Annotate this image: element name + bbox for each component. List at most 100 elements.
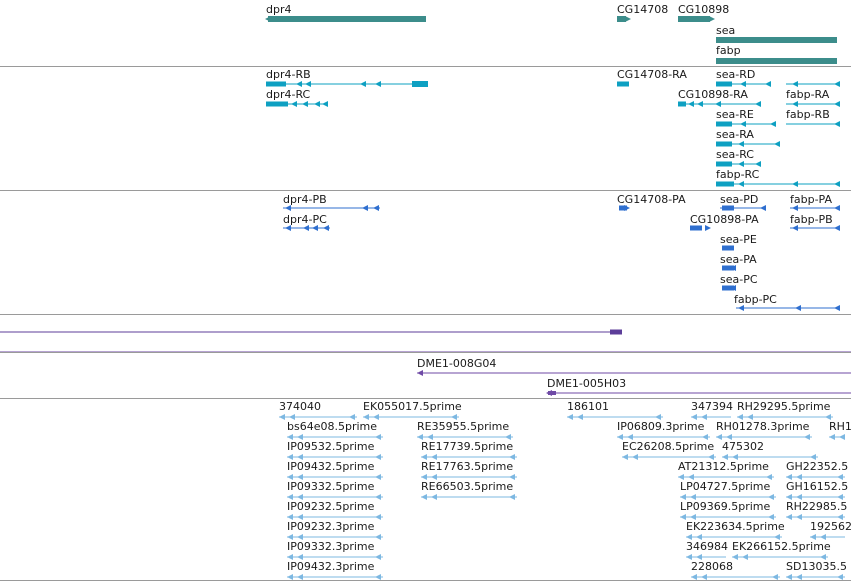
feature-label-ek266152-5prime[interactable]: EK266152.5prime [732,540,831,553]
feature-label-ip09232-3prime[interactable]: IP09232.3prime [287,520,375,533]
feature-label-cg14708-pa[interactable]: CG14708-PA [617,193,686,206]
exon-block[interactable] [716,181,734,187]
feature-label-cg10898[interactable]: CG10898 [678,3,730,16]
exon-block[interactable] [266,101,288,107]
feature-label-cg10898-pa[interactable]: CG10898-PA [690,213,759,226]
feature-label-re17763-5prime[interactable]: RE17763.5prime [421,460,514,473]
feature-label-347394[interactable]: 347394 [691,400,733,413]
exon-block[interactable] [722,205,734,211]
feature-label-sea[interactable]: sea [716,24,736,37]
feature-label-bs64e08-5prime[interactable]: bs64e08.5prime [287,420,378,433]
feature-label-sd13035-5[interactable]: SD13035.5 [786,560,847,573]
feature-label-192562[interactable]: 192562 [810,520,851,533]
feature-label-gh16152-5[interactable]: GH16152.5 [786,480,849,493]
strand-arrow-left [375,514,381,520]
feature-label-fabp-rb[interactable]: fabp-RB [786,108,830,121]
feature-label-228068[interactable]: 228068 [691,560,733,573]
feature-label-sea-pc[interactable]: sea-PC [720,273,758,286]
strand-arrow-left [314,101,320,107]
gene-bar-dpr4[interactable] [268,16,426,22]
feature-label-dpr4-rb[interactable]: dpr4-RB [266,68,311,81]
feature-label-re17739-5prime[interactable]: RE17739.5prime [421,440,514,453]
exon-block[interactable] [678,101,686,107]
feature-label-ip09432-5prime[interactable]: IP09432.5prime [287,460,375,473]
strand-arrow-left [680,494,686,500]
exon-block[interactable] [722,285,734,291]
exon-block[interactable] [617,81,629,87]
strand-arrow-left [726,434,732,440]
strand-arrow-left [796,494,802,500]
feature-label-ip09232-5prime[interactable]: IP09232.5prime [287,500,375,513]
strand-arrow-left [285,225,291,231]
exon-block[interactable] [722,245,734,251]
feature-label-sea-ra[interactable]: sea-RA [716,128,754,141]
feature-label-re66503-5prime[interactable]: RE66503.5prime [421,480,514,493]
feature-label-dpr4-pc[interactable]: dpr4-PC [283,213,327,226]
strand-arrow-left [297,514,303,520]
strand-arrow-left [363,414,369,420]
feature-label-cg10898-ra[interactable]: CG10898-RA [678,88,748,101]
feature-label-cg14708-ra[interactable]: CG14708-RA [617,68,687,81]
strand-arrow-left [287,534,293,540]
feature-label-ip06809-3prime[interactable]: IP06809.3prime [617,420,705,433]
feature-label-rh29295-5prime[interactable]: RH29295.5prime [737,400,831,413]
feature-label-186101[interactable]: 186101 [567,400,609,413]
exon-block[interactable] [722,265,734,271]
exon-block[interactable] [619,205,627,211]
feature-label-rh22985-5[interactable]: RH22985.5 [786,500,848,513]
exon-block[interactable] [716,141,732,147]
feature-label-ip09332-5prime[interactable]: IP09332.5prime [287,480,375,493]
strand-arrow-left [834,81,840,87]
feature-label-fabp[interactable]: fabp [716,44,741,57]
feature-label-475302[interactable]: 475302 [722,440,764,453]
strand-arrow-left [690,494,696,500]
feature-label-sea-pe[interactable]: sea-PE [720,233,757,246]
feature-label-fabp-pa[interactable]: fabp-PA [790,193,833,206]
feature-label-sea-rc[interactable]: sea-RC [716,148,754,161]
feature-label-rh01278-3prime[interactable]: RH01278.3prime [716,420,810,433]
feature-label-lp09369-5prime[interactable]: LP09369.5prime [680,500,771,513]
feature-label-ec26208-5prime[interactable]: EC26208.5prime [622,440,715,453]
feature-label-dpr4-pb[interactable]: dpr4-PB [283,193,327,206]
feature-label-dme1-008g04[interactable]: DME1-008G04 [417,357,497,370]
exon-block[interactable] [716,121,732,127]
feature-label-fabp-pb[interactable]: fabp-PB [790,213,833,226]
feature-label-ip09432-3prime[interactable]: IP09432.3prime [287,560,375,573]
feature-label-dpr4[interactable]: dpr4 [266,3,292,16]
feature-label-cg14708[interactable]: CG14708 [617,3,669,16]
feature-label-rh1[interactable]: RH1 [829,420,851,433]
strand-arrow-left [265,16,271,22]
feature-label-dme1-005h03[interactable]: DME1-005H03 [547,377,627,390]
feature-label-fabp-ra[interactable]: fabp-RA [786,88,830,101]
feature-label-fabp-pc[interactable]: fabp-PC [734,293,777,306]
gene-bar-cg14708[interactable] [617,16,626,22]
feature-label-re35955-5prime[interactable]: RE35955.5prime [417,420,510,433]
feature-label-fabp-rc[interactable]: fabp-RC [716,168,760,181]
feature-label-dpr4-rc[interactable]: dpr4-RC [266,88,311,101]
exon-block[interactable] [690,225,702,231]
exon-block[interactable] [716,161,732,167]
feature-label-374040[interactable]: 374040 [279,400,321,413]
feature-label-gh22352-5[interactable]: GH22352.5 [786,460,849,473]
feature-label-ip09332-3prime[interactable]: IP09332.3prime [287,540,375,553]
feature-label-at21312-5prime[interactable]: AT21312.5prime [678,460,769,473]
strand-arrow-left [755,161,761,167]
feature-label-sea-rd[interactable]: sea-RD [716,68,756,81]
feature-label-sea-pd[interactable]: sea-PD [720,193,759,206]
feature-label-ek055017-5prime[interactable]: EK055017.5prime [363,400,462,413]
track-divider [0,190,851,191]
feature-label-sea-re[interactable]: sea-RE [716,108,754,121]
gene-bar-sea[interactable] [716,37,837,43]
feature-label-346984[interactable]: 346984 [686,540,728,553]
gene-bar-cg10898[interactable] [678,16,710,22]
feature-label-lp04727-5prime[interactable]: LP04727.5prime [680,480,771,493]
feature-label-sea-pa[interactable]: sea-PA [720,253,757,266]
strand-arrow-left [792,205,798,211]
feature-label-ek223634-5prime[interactable]: EK223634.5prime [686,520,785,533]
genomic-segment-end[interactable] [610,329,622,335]
exon-block[interactable] [266,81,286,87]
feature-label-ip09532-5prime[interactable]: IP09532.5prime [287,440,375,453]
exon-block[interactable] [716,81,732,87]
exon-block[interactable] [412,81,428,87]
gene-bar-fabp[interactable] [716,58,837,64]
